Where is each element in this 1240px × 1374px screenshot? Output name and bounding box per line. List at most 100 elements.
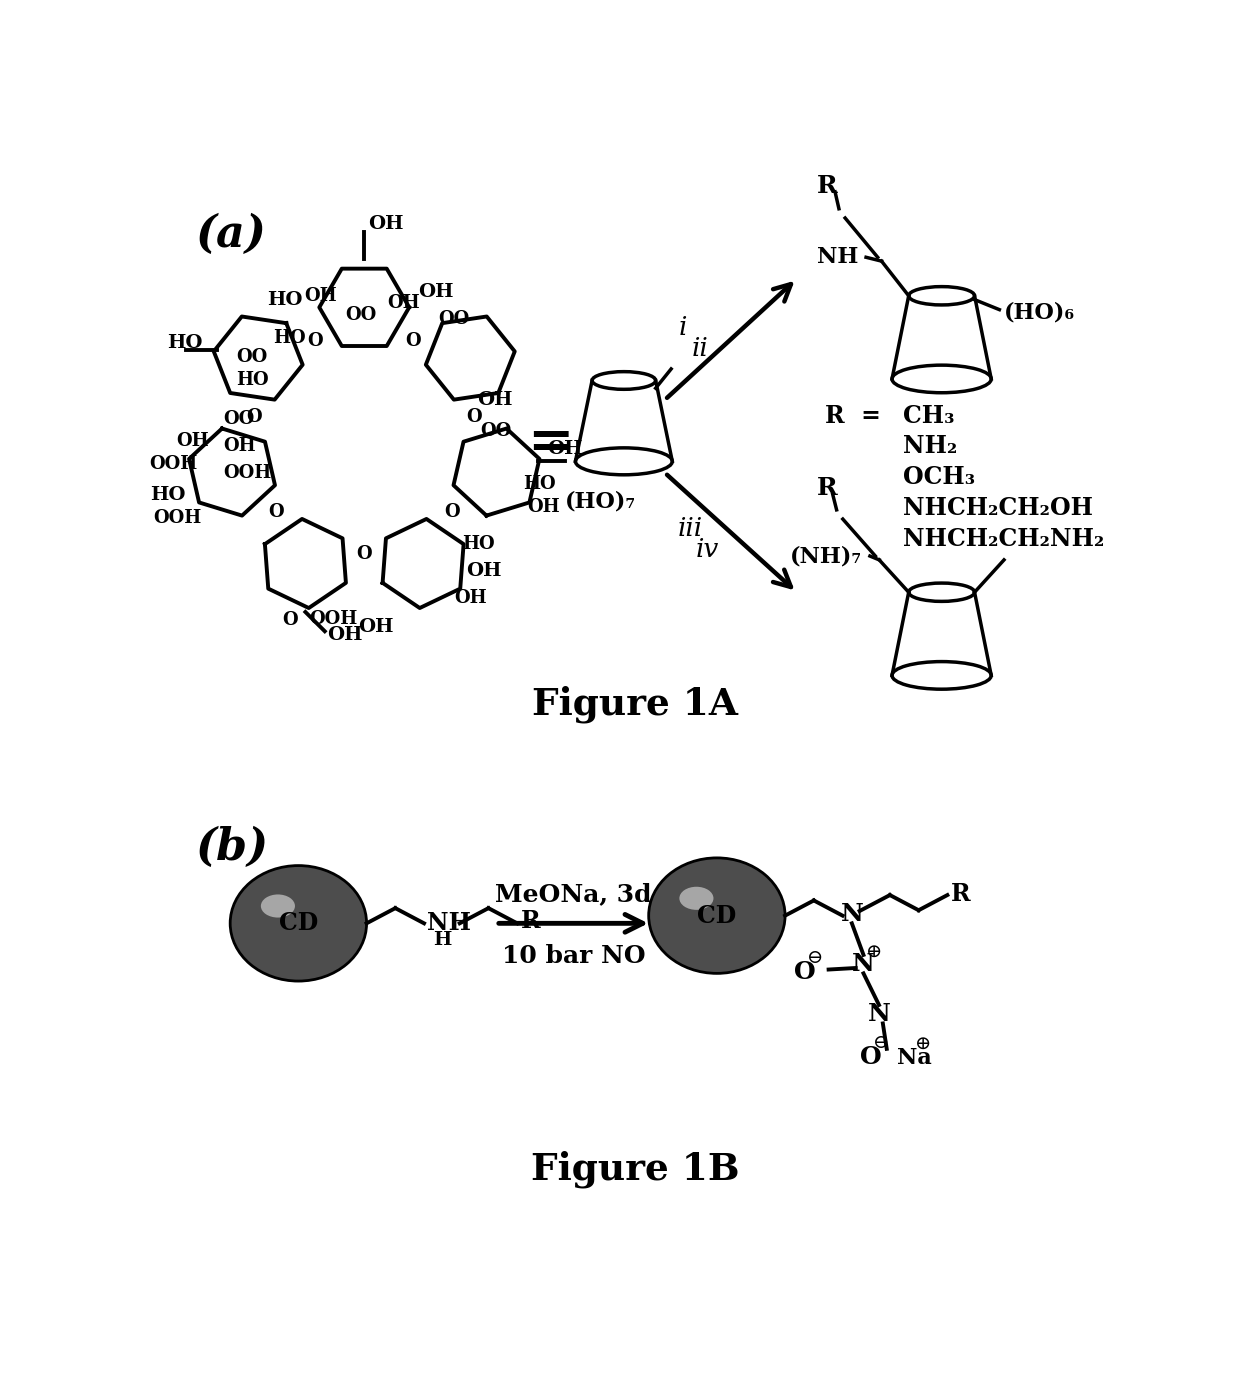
Text: HO: HO [523, 474, 557, 493]
Ellipse shape [649, 857, 785, 973]
Text: O: O [281, 610, 298, 629]
Text: R: R [817, 477, 838, 500]
Ellipse shape [678, 883, 755, 948]
Text: N: N [868, 1002, 890, 1026]
Text: ii: ii [692, 337, 708, 361]
Text: OO: OO [481, 422, 512, 440]
Text: OH: OH [176, 433, 208, 451]
Text: ⊕: ⊕ [915, 1035, 931, 1054]
Text: OO: OO [438, 311, 469, 328]
Text: OH: OH [419, 283, 454, 301]
Ellipse shape [708, 908, 725, 923]
Ellipse shape [259, 890, 337, 956]
Ellipse shape [281, 908, 315, 938]
Text: MeONa, 3d: MeONa, 3d [495, 882, 652, 905]
Ellipse shape [246, 878, 352, 969]
Ellipse shape [706, 905, 728, 925]
Text: (HO)₆: (HO)₆ [1004, 302, 1075, 324]
Text: Figure 1B: Figure 1B [531, 1151, 740, 1189]
Ellipse shape [703, 904, 730, 927]
Text: CD: CD [697, 904, 737, 927]
Text: HO: HO [237, 371, 269, 389]
Text: (b): (b) [196, 826, 268, 868]
Ellipse shape [243, 877, 355, 970]
Ellipse shape [267, 896, 330, 951]
Text: O: O [859, 1044, 882, 1069]
Ellipse shape [294, 919, 303, 927]
Text: H: H [433, 932, 451, 949]
Ellipse shape [680, 883, 754, 948]
Text: CD: CD [279, 911, 317, 936]
Ellipse shape [253, 885, 343, 962]
Text: (a): (a) [196, 213, 267, 256]
Ellipse shape [284, 911, 314, 936]
Text: OOH: OOH [223, 464, 272, 482]
Ellipse shape [682, 886, 753, 945]
Ellipse shape [241, 874, 356, 973]
Ellipse shape [246, 879, 351, 967]
Ellipse shape [712, 911, 723, 921]
Ellipse shape [666, 872, 768, 959]
Text: CH₃: CH₃ [903, 404, 955, 427]
Ellipse shape [702, 903, 732, 929]
Text: OH: OH [305, 287, 337, 305]
Text: HO: HO [461, 536, 495, 554]
Text: NHCH₂CH₂NH₂: NHCH₂CH₂NH₂ [903, 526, 1105, 551]
Ellipse shape [711, 910, 724, 922]
Text: iv: iv [696, 537, 719, 562]
Text: OO: OO [237, 349, 268, 367]
Ellipse shape [291, 918, 305, 929]
Text: R: R [951, 882, 971, 905]
Ellipse shape [242, 875, 355, 971]
Text: 10 bar NO: 10 bar NO [502, 944, 645, 967]
Ellipse shape [699, 901, 734, 930]
Ellipse shape [689, 893, 744, 938]
Ellipse shape [655, 863, 780, 969]
Ellipse shape [286, 914, 310, 933]
Text: NH: NH [817, 246, 858, 268]
Ellipse shape [232, 867, 365, 980]
Ellipse shape [693, 896, 740, 936]
Text: OH: OH [476, 390, 512, 408]
Ellipse shape [663, 870, 770, 960]
Ellipse shape [684, 888, 750, 944]
Text: OH: OH [327, 627, 362, 644]
Text: (NH)₇: (NH)₇ [790, 545, 862, 567]
Ellipse shape [696, 897, 739, 934]
Ellipse shape [252, 883, 345, 963]
Ellipse shape [671, 877, 763, 954]
Ellipse shape [277, 905, 320, 941]
Text: O: O [356, 545, 372, 563]
Text: N: N [841, 903, 863, 926]
Text: OO: OO [223, 409, 254, 427]
Ellipse shape [273, 901, 325, 945]
Ellipse shape [231, 866, 367, 981]
Ellipse shape [651, 860, 782, 971]
Ellipse shape [244, 877, 353, 970]
Text: ⊖: ⊖ [873, 1033, 889, 1051]
Text: OH: OH [387, 294, 420, 312]
Ellipse shape [265, 896, 331, 951]
Text: OO: OO [345, 306, 376, 324]
Ellipse shape [288, 915, 309, 932]
Ellipse shape [665, 871, 769, 960]
Text: O: O [405, 333, 422, 350]
Ellipse shape [684, 889, 749, 943]
Text: OOH: OOH [153, 510, 201, 528]
Ellipse shape [653, 861, 780, 970]
Text: iii: iii [678, 517, 703, 541]
Text: OOH: OOH [309, 610, 357, 628]
Ellipse shape [275, 904, 321, 943]
Text: OOH: OOH [149, 455, 197, 474]
Ellipse shape [279, 907, 317, 940]
Text: ⊕: ⊕ [867, 943, 883, 960]
Ellipse shape [677, 882, 756, 949]
Text: NHCH₂CH₂OH: NHCH₂CH₂OH [903, 496, 1092, 519]
Ellipse shape [263, 893, 334, 954]
Text: OH: OH [466, 562, 501, 580]
Ellipse shape [270, 899, 327, 948]
Ellipse shape [686, 889, 748, 941]
Ellipse shape [274, 903, 322, 944]
Ellipse shape [232, 867, 366, 980]
Ellipse shape [660, 867, 774, 963]
